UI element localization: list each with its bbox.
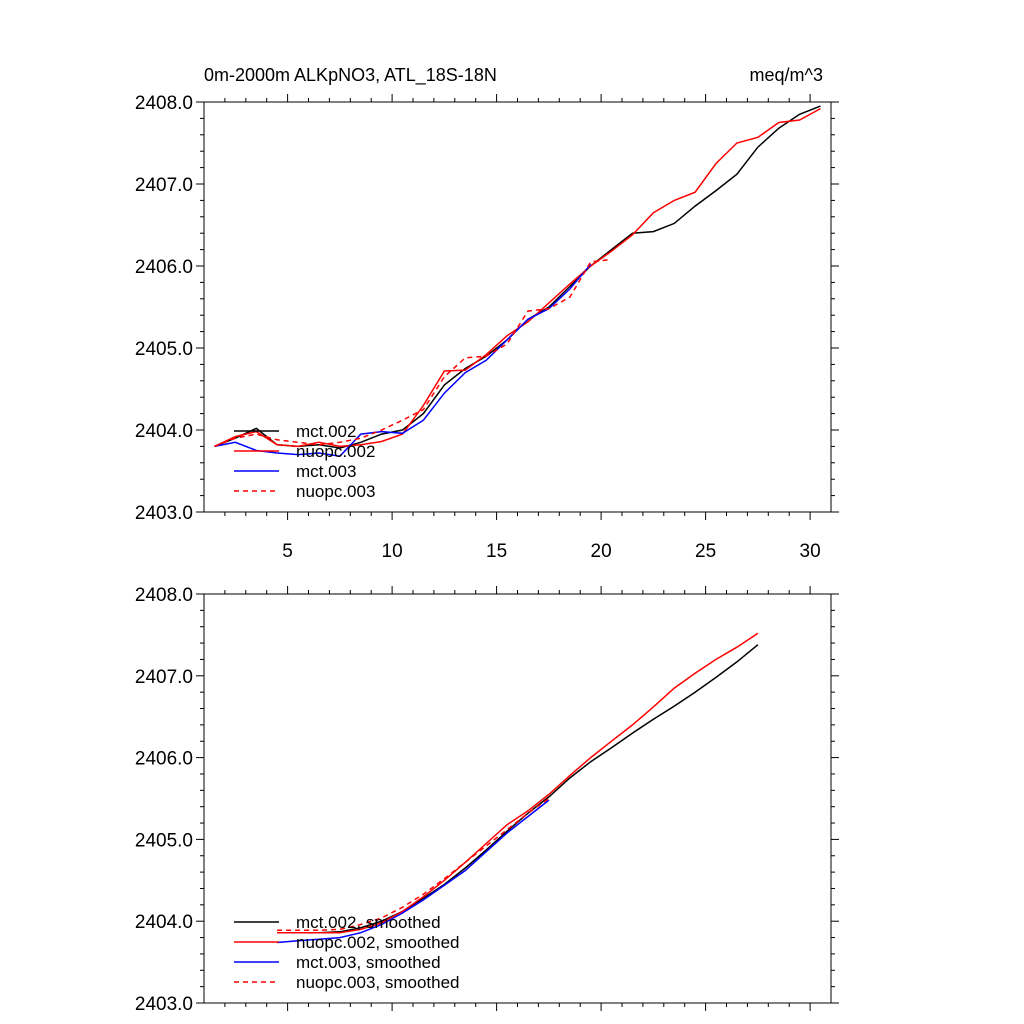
series-line-nuopc-002: [214, 107, 821, 448]
legend-label: mct.003, smoothed: [296, 953, 441, 972]
x-tick-label: 15: [486, 541, 507, 562]
legend-label: mct.003: [296, 462, 356, 481]
y-tick-label: 2403.0: [135, 503, 193, 524]
series-line-mct-002-smoothed: [277, 644, 759, 934]
x-tick-label: 20: [591, 541, 612, 562]
y-tick-label: 2408.0: [135, 93, 193, 114]
series-line-nuopc-002-smoothed: [277, 632, 759, 934]
y-tick-label: 2407.0: [135, 667, 193, 688]
x-tick-label: 25: [695, 541, 716, 562]
legend-label: nuopc.003: [296, 482, 375, 501]
y-tick-label: 2404.0: [135, 421, 193, 442]
bottom-panel: 2403.0 2404.0 2405.0 2406.0 2407.0 2408.0 mct.…: [135, 585, 839, 1015]
x-tick-label: 5: [282, 541, 293, 562]
x-tick-label: 30: [800, 541, 821, 562]
legend-label: mct.002, smoothed: [296, 913, 441, 932]
y-tick-label: 2404.0: [135, 912, 193, 933]
series-line-nuopc-003-smoothed: [277, 797, 550, 931]
series-line-mct-002: [214, 105, 821, 449]
legend-label: mct.002: [296, 422, 356, 441]
legend-label: nuopc.002, smoothed: [296, 933, 460, 952]
y-tick-label: 2406.0: [135, 749, 193, 770]
series-line-mct-003: [214, 263, 592, 458]
x-tick-label: 10: [382, 541, 403, 562]
y-tick-label: 2403.0: [135, 994, 193, 1015]
series-line-mct-003-smoothed: [277, 799, 550, 944]
top-panel: 2403.0 2404.0 2405.0 2406.0 2407.0 2408.0 5 10 1…: [135, 93, 839, 562]
y-tick-label: 2408.0: [135, 585, 193, 606]
legend-label: nuopc.002: [296, 442, 375, 461]
y-tick-label: 2406.0: [135, 257, 193, 278]
chart-title: 0m-2000m ALKpNO3, ATL_18S-18N: [204, 65, 497, 86]
series-line-nuopc-003: [214, 258, 612, 448]
y-tick-label: 2405.0: [135, 339, 193, 360]
y-tick-label: 2405.0: [135, 830, 193, 851]
chart-units: meq/m^3: [750, 65, 823, 85]
y-tick-label: 2407.0: [135, 175, 193, 196]
legend-label: nuopc.003, smoothed: [296, 973, 460, 992]
